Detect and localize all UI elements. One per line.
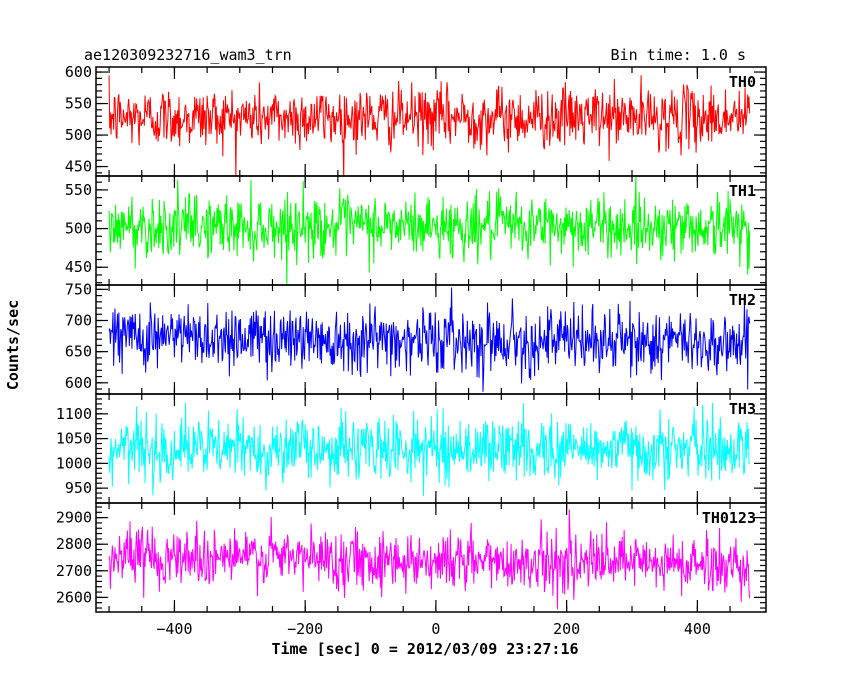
y-axis-label: Counts/sec: [4, 300, 22, 390]
y-tick-label: 2900: [56, 509, 92, 527]
series-th1-line: [108, 176, 751, 285]
series-th0123-line: [108, 509, 751, 610]
y-tick-label: 600: [65, 63, 92, 81]
x-tick-label: 0: [431, 620, 440, 638]
panel-label-th0: TH0: [729, 73, 756, 91]
series-th3-line: [108, 402, 751, 496]
panel-frame-th0123: [95, 502, 767, 613]
x-axis: −400 −200 0 200 400: [156, 620, 711, 638]
panels-group: 450 500 550 600 TH0 450 500 550 TH1 600 650 700 750 T…: [56, 63, 767, 613]
y-tick-label: 550: [65, 181, 92, 199]
y-tick-label: 1100: [56, 405, 92, 423]
x-tick-label: −400: [156, 620, 192, 638]
panel-th1: 450 500 550 TH1: [65, 175, 767, 286]
x-tick-label: 200: [553, 620, 580, 638]
y-tick-label: 1000: [56, 454, 92, 472]
y-tick-label: 500: [65, 220, 92, 238]
panel-label-th2: TH2: [729, 291, 756, 309]
panel-frame-th1: [95, 175, 767, 286]
x-tick-label: −200: [287, 620, 323, 638]
y-tick-label: 2800: [56, 535, 92, 553]
panel-th2: 600 650 700 750 TH2: [65, 280, 767, 395]
bin-time-label: Bin time: 1.0 s: [611, 46, 746, 64]
y-tick-label: 450: [65, 258, 92, 276]
y-tick-label: 500: [65, 126, 92, 144]
series-th0-line: [108, 75, 751, 176]
y-tick-label: 600: [65, 374, 92, 392]
panel-th0: 450 500 550 600 TH0: [65, 63, 767, 177]
x-axis-label: Time [sec] 0 = 2012/03/09 23:27:16: [271, 640, 578, 658]
y-tick-label: 2700: [56, 562, 92, 580]
panel-th3: 950 1000 1050 1100 TH3: [56, 393, 767, 504]
x-tick-label: 400: [684, 620, 711, 638]
y-tick-label: 700: [65, 312, 92, 330]
y-tick-label: 1050: [56, 430, 92, 448]
panel-label-th3: TH3: [729, 400, 756, 418]
panel-label-th0123: TH0123: [702, 509, 756, 527]
y-tick-label: 2600: [56, 588, 92, 606]
y-tick-label: 450: [65, 158, 92, 176]
chart-title: ae120309232716_wam3_trn: [84, 46, 292, 64]
y-tick-label: 750: [65, 280, 92, 298]
panel-th0123: 2600 2700 2800 2900 TH0123: [56, 502, 767, 613]
panel-label-th1: TH1: [729, 182, 756, 200]
series-th2-line: [108, 287, 751, 392]
y-tick-label: 550: [65, 95, 92, 113]
y-tick-label: 650: [65, 343, 92, 361]
y-tick-label: 950: [65, 479, 92, 497]
